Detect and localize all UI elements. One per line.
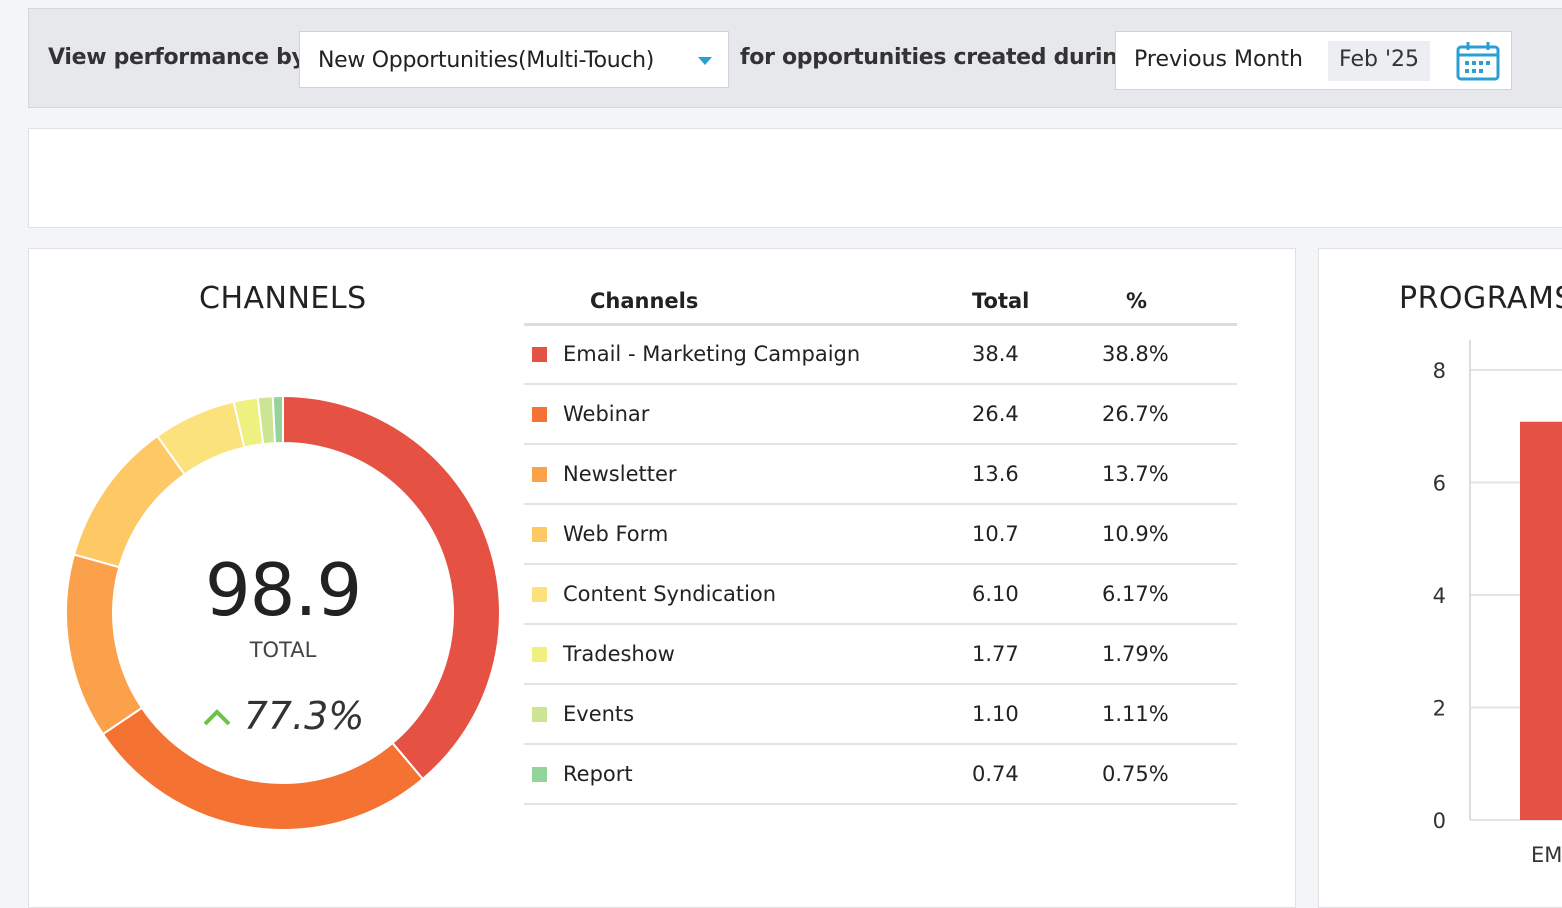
channel-total: 10.7 bbox=[972, 504, 1102, 565]
channel-name: Content Syndication bbox=[563, 582, 777, 606]
y-tick-label: 2 bbox=[1433, 697, 1446, 721]
metric-dropdown[interactable]: New Opportunities(Multi-Touch) bbox=[299, 31, 729, 88]
program-bar[interactable] bbox=[1520, 421, 1562, 820]
donut-slice[interactable] bbox=[72, 434, 186, 569]
channel-name: Events bbox=[563, 702, 635, 726]
channel-name: Report bbox=[563, 762, 633, 786]
channel-percent: 26.7% bbox=[1102, 384, 1237, 445]
legend-swatch bbox=[532, 767, 547, 782]
channel-percent: 38.8% bbox=[1102, 324, 1237, 385]
change-value: 77.3% bbox=[243, 694, 365, 738]
channel-name: Tradeshow bbox=[563, 642, 675, 666]
legend-swatch bbox=[532, 647, 547, 662]
channel-name: Web Form bbox=[563, 522, 669, 546]
legend-swatch bbox=[532, 407, 547, 422]
channel-name: Webinar bbox=[563, 402, 650, 426]
view-by-label: View performance by bbox=[48, 45, 306, 70]
y-tick-label: 4 bbox=[1433, 584, 1446, 608]
channels-title: CHANNELS bbox=[199, 281, 367, 316]
channel-percent: 13.7% bbox=[1102, 444, 1237, 505]
date-range-picker[interactable]: Previous Month Feb '25 bbox=[1115, 31, 1512, 90]
channels-table: Channels Total % Email - Marketing Campa… bbox=[516, 270, 1237, 805]
y-tick-label: 0 bbox=[1433, 809, 1446, 833]
chevron-down-icon bbox=[698, 57, 712, 65]
channel-percent: 1.79% bbox=[1102, 624, 1237, 685]
programs-chart: 0 2 4 6 8 EM bbox=[1433, 340, 1562, 867]
legend-swatch bbox=[532, 347, 547, 363]
table-row[interactable]: Web Form 10.7 10.9% bbox=[516, 504, 1237, 565]
total-label: TOTAL bbox=[249, 638, 317, 662]
period-value: Previous Month bbox=[1134, 47, 1303, 72]
channel-total: 13.6 bbox=[972, 444, 1102, 505]
legend-swatch bbox=[532, 527, 547, 542]
change-indicator: 77.3% bbox=[183, 694, 383, 738]
programs-title: PROGRAMS bbox=[1399, 281, 1562, 316]
filter-bar: View performance by New Opportunities(Mu… bbox=[28, 8, 1562, 108]
legend-swatch bbox=[532, 707, 547, 722]
legend-swatch bbox=[532, 467, 547, 482]
channel-name: Newsletter bbox=[563, 462, 677, 486]
y-tick-label: 8 bbox=[1433, 359, 1446, 383]
month-badge: Feb '25 bbox=[1328, 41, 1430, 81]
channel-total: 26.4 bbox=[972, 384, 1102, 445]
table-row[interactable]: Content Syndication 6.10 6.17% bbox=[516, 564, 1237, 625]
table-row[interactable]: Report 0.74 0.75% bbox=[516, 744, 1237, 805]
channel-percent: 6.17% bbox=[1102, 564, 1237, 625]
donut-slice[interactable] bbox=[271, 394, 284, 445]
channel-total: 1.77 bbox=[972, 624, 1102, 685]
table-row[interactable]: Email - Marketing Campaign 38.4 38.8% bbox=[516, 324, 1237, 385]
channel-name: Email - Marketing Campaign bbox=[563, 342, 861, 367]
legend-swatch bbox=[532, 587, 547, 602]
channel-percent: 10.9% bbox=[1102, 504, 1237, 565]
table-row[interactable]: Newsletter 13.6 13.7% bbox=[516, 444, 1237, 505]
summary-panel bbox=[28, 128, 1562, 228]
header-channels: Channels bbox=[520, 270, 972, 326]
table-row[interactable]: Tradeshow 1.77 1.79% bbox=[516, 624, 1237, 685]
header-percent: % bbox=[1102, 270, 1237, 326]
total-value: 98.9 bbox=[204, 548, 362, 632]
x-tick-label: EM bbox=[1531, 843, 1562, 867]
arrow-up-icon bbox=[203, 709, 231, 726]
channels-donut bbox=[65, 394, 501, 831]
table-row[interactable]: Events 1.10 1.11% bbox=[516, 684, 1237, 745]
y-tick-label: 6 bbox=[1433, 472, 1446, 496]
channel-percent: 1.11% bbox=[1102, 684, 1237, 745]
channel-total: 6.10 bbox=[972, 564, 1102, 625]
channel-total: 0.74 bbox=[972, 744, 1102, 805]
channel-percent: 0.75% bbox=[1102, 744, 1237, 805]
channel-total: 38.4 bbox=[972, 324, 1102, 385]
table-row[interactable]: Webinar 26.4 26.7% bbox=[516, 384, 1237, 445]
channel-total: 1.10 bbox=[972, 684, 1102, 745]
metric-value: New Opportunities(Multi-Touch) bbox=[318, 48, 655, 73]
calendar-icon[interactable] bbox=[1456, 40, 1500, 82]
during-label: for opportunities created during bbox=[740, 45, 1133, 70]
donut-slice[interactable] bbox=[65, 553, 144, 736]
donut-slice[interactable] bbox=[282, 394, 501, 781]
header-total: Total bbox=[972, 270, 1102, 326]
